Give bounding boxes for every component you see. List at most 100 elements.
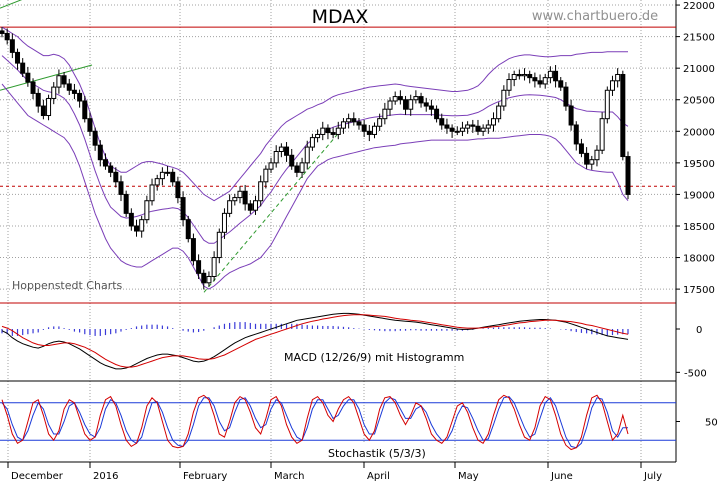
green-trend-line xyxy=(0,64,93,91)
candle-down xyxy=(25,72,31,83)
credit-label: Hoppenstedt Charts xyxy=(12,279,123,292)
month-label: June xyxy=(550,471,573,482)
price-tick-label: 21000 xyxy=(683,64,715,75)
candle-up xyxy=(211,257,217,277)
candle-down xyxy=(428,105,434,110)
stoch-label-bg xyxy=(322,444,428,460)
candle-down xyxy=(418,96,424,104)
candle-up xyxy=(159,171,165,180)
candle-down xyxy=(190,238,196,262)
candle-up xyxy=(496,105,502,120)
candle-up xyxy=(237,190,243,199)
stochastic-panel xyxy=(0,394,676,451)
candle-down xyxy=(15,51,21,64)
price-tick-label: 18000 xyxy=(683,254,715,265)
candle-down xyxy=(92,130,98,146)
candle-down xyxy=(325,127,331,134)
candle-up xyxy=(589,159,595,165)
candle-down xyxy=(170,171,176,183)
candle-down xyxy=(527,73,533,79)
bollinger-middle-band xyxy=(1,55,629,244)
candle-down xyxy=(532,77,538,82)
month-label: 2016 xyxy=(93,471,118,482)
candle-down xyxy=(397,96,403,101)
candle-up xyxy=(490,118,496,126)
month-label: April xyxy=(367,471,390,482)
stochastic-k-line xyxy=(1,394,629,451)
candle-up xyxy=(139,219,145,232)
candle-up xyxy=(371,125,377,135)
price-tick-label: 21500 xyxy=(683,33,715,44)
price-tick-label: 19000 xyxy=(683,190,715,201)
candle-down xyxy=(423,102,429,107)
candle-up xyxy=(263,168,269,183)
candle-up xyxy=(309,137,315,148)
candle-down xyxy=(434,108,440,120)
stochastic-d-line xyxy=(1,396,628,449)
macd-label: MACD (12/26/9) mit Histogramm xyxy=(284,351,464,364)
candle-up xyxy=(56,75,62,88)
candle-up xyxy=(594,149,600,161)
candle-up xyxy=(485,124,491,129)
price-tick-label: 20500 xyxy=(683,96,715,107)
candle-up xyxy=(547,70,553,79)
candle-up xyxy=(377,118,383,127)
candle-up xyxy=(206,275,212,284)
price-candles xyxy=(0,27,631,290)
candle-down xyxy=(102,159,108,167)
watermark: www.chartbuero.de xyxy=(532,9,658,24)
macd-signal-line xyxy=(1,314,629,368)
price-tick-label: 17500 xyxy=(683,285,715,296)
candle-down xyxy=(537,80,543,85)
candle-down xyxy=(66,83,72,91)
candle-down xyxy=(625,156,631,195)
candle-up xyxy=(273,151,279,164)
candle-up xyxy=(278,146,284,153)
candle-down xyxy=(449,127,455,132)
candle-down xyxy=(247,203,253,211)
candle-up xyxy=(346,118,352,123)
month-label: July xyxy=(643,471,662,482)
candle-up xyxy=(268,162,274,170)
candle-down xyxy=(439,118,445,126)
candle-down xyxy=(35,92,41,107)
candle-up xyxy=(335,127,341,135)
bollinger-lower-band xyxy=(1,83,629,290)
candle-down xyxy=(196,260,202,274)
candle-down xyxy=(123,193,129,214)
month-label: March xyxy=(274,471,304,482)
grid xyxy=(0,0,676,462)
candle-down xyxy=(563,86,569,107)
price-tick-label: 22000 xyxy=(683,1,715,12)
candle-up xyxy=(599,118,605,151)
candle-down xyxy=(356,121,362,126)
candle-down xyxy=(444,124,450,129)
price-tick-label: 20000 xyxy=(683,127,715,138)
candle-down xyxy=(568,105,574,126)
candle-up xyxy=(165,171,171,174)
candle-down xyxy=(516,73,522,77)
candle-up xyxy=(144,200,150,221)
candle-down xyxy=(573,124,579,145)
candle-up xyxy=(253,200,259,211)
candle-up xyxy=(299,162,305,173)
candle-up xyxy=(465,124,471,129)
candle-up xyxy=(149,184,155,202)
month-label: May xyxy=(458,471,479,482)
candle-down xyxy=(294,165,300,173)
candle-down xyxy=(351,118,357,123)
candle-up xyxy=(615,73,621,82)
candle-down xyxy=(553,70,559,82)
candle-up xyxy=(320,127,326,135)
candle-down xyxy=(128,212,134,227)
candle-up xyxy=(315,133,321,139)
month-label: December xyxy=(11,471,64,482)
candle-up xyxy=(542,77,548,85)
candle-up xyxy=(51,86,57,99)
candle-down xyxy=(361,124,367,132)
candle-down xyxy=(61,75,67,85)
green-trend-line-top xyxy=(0,0,23,9)
candle-down xyxy=(113,171,119,183)
candle-up xyxy=(506,79,512,91)
candle-down xyxy=(578,143,584,154)
